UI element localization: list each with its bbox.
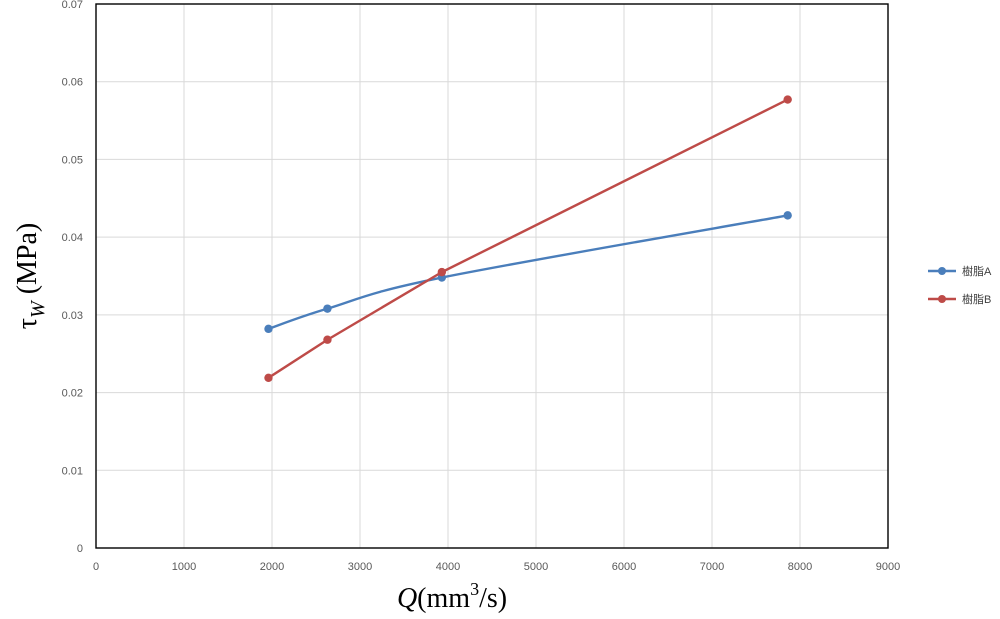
legend: 樹脂A 樹脂B bbox=[928, 264, 992, 306]
x-tick-label: 0 bbox=[93, 561, 99, 573]
series-b-point bbox=[437, 267, 447, 277]
plot-frame bbox=[95, 3, 889, 549]
series-a-line bbox=[267, 214, 789, 331]
y-tick-label: 0.03 bbox=[62, 310, 83, 322]
x-tick-label: 2000 bbox=[260, 561, 284, 573]
series-a-point bbox=[783, 211, 792, 220]
series-a-point bbox=[264, 324, 273, 334]
y-tick-label: 0.07 bbox=[62, 0, 83, 11]
series-b-point bbox=[264, 373, 273, 383]
x-tick-label: 8000 bbox=[788, 561, 812, 573]
series-b-point bbox=[783, 95, 792, 104]
series-layer bbox=[264, 95, 792, 383]
y-axis-title: τW (MPa) bbox=[12, 223, 49, 329]
x-tick-label: 7000 bbox=[700, 561, 724, 573]
legend-item-b-marker bbox=[938, 295, 946, 303]
x-axis-symbol: Q bbox=[397, 583, 417, 614]
x-tick-label: 1000 bbox=[172, 561, 196, 573]
tick-label-layer: 0 1000 2000 3000 4000 5000 6000 7000 8000 9000 0 0.… bbox=[62, 0, 901, 573]
y-tick-label: 0.06 bbox=[62, 77, 83, 89]
x-tick-label: 3000 bbox=[348, 561, 372, 573]
x-tick-label: 4000 bbox=[436, 561, 460, 573]
legend-item-b-label: 樹脂B bbox=[962, 292, 991, 306]
x-axis-unit-superscript: 3 bbox=[470, 579, 479, 599]
y-tick-label: 0.01 bbox=[62, 465, 83, 477]
x-axis-unit-prefix: (mm bbox=[417, 583, 470, 614]
y-axis-symbol: τ bbox=[12, 318, 43, 329]
legend-item-a-label: 樹脂A bbox=[962, 264, 992, 278]
x-tick-label: 5000 bbox=[524, 561, 548, 573]
y-axis-unit: (MPa) bbox=[12, 223, 43, 302]
series-a-point bbox=[323, 304, 332, 313]
series-b-point bbox=[323, 335, 332, 344]
x-tick-label: 6000 bbox=[612, 561, 636, 573]
y-tick-label: 0 bbox=[77, 543, 83, 555]
y-tick-label: 0.04 bbox=[62, 232, 83, 244]
x-axis-unit-suffix: /s) bbox=[479, 583, 507, 614]
y-tick-label: 0.05 bbox=[62, 154, 83, 166]
legend-item-a-marker bbox=[938, 267, 946, 275]
grid-layer bbox=[95, 3, 889, 549]
x-tick-label: 9000 bbox=[876, 561, 900, 573]
series-b-line bbox=[267, 98, 789, 380]
x-axis-title: Q(mm3/s) bbox=[397, 579, 507, 614]
y-axis-subscript: W bbox=[27, 299, 49, 318]
y-tick-label: 0.02 bbox=[62, 388, 83, 400]
